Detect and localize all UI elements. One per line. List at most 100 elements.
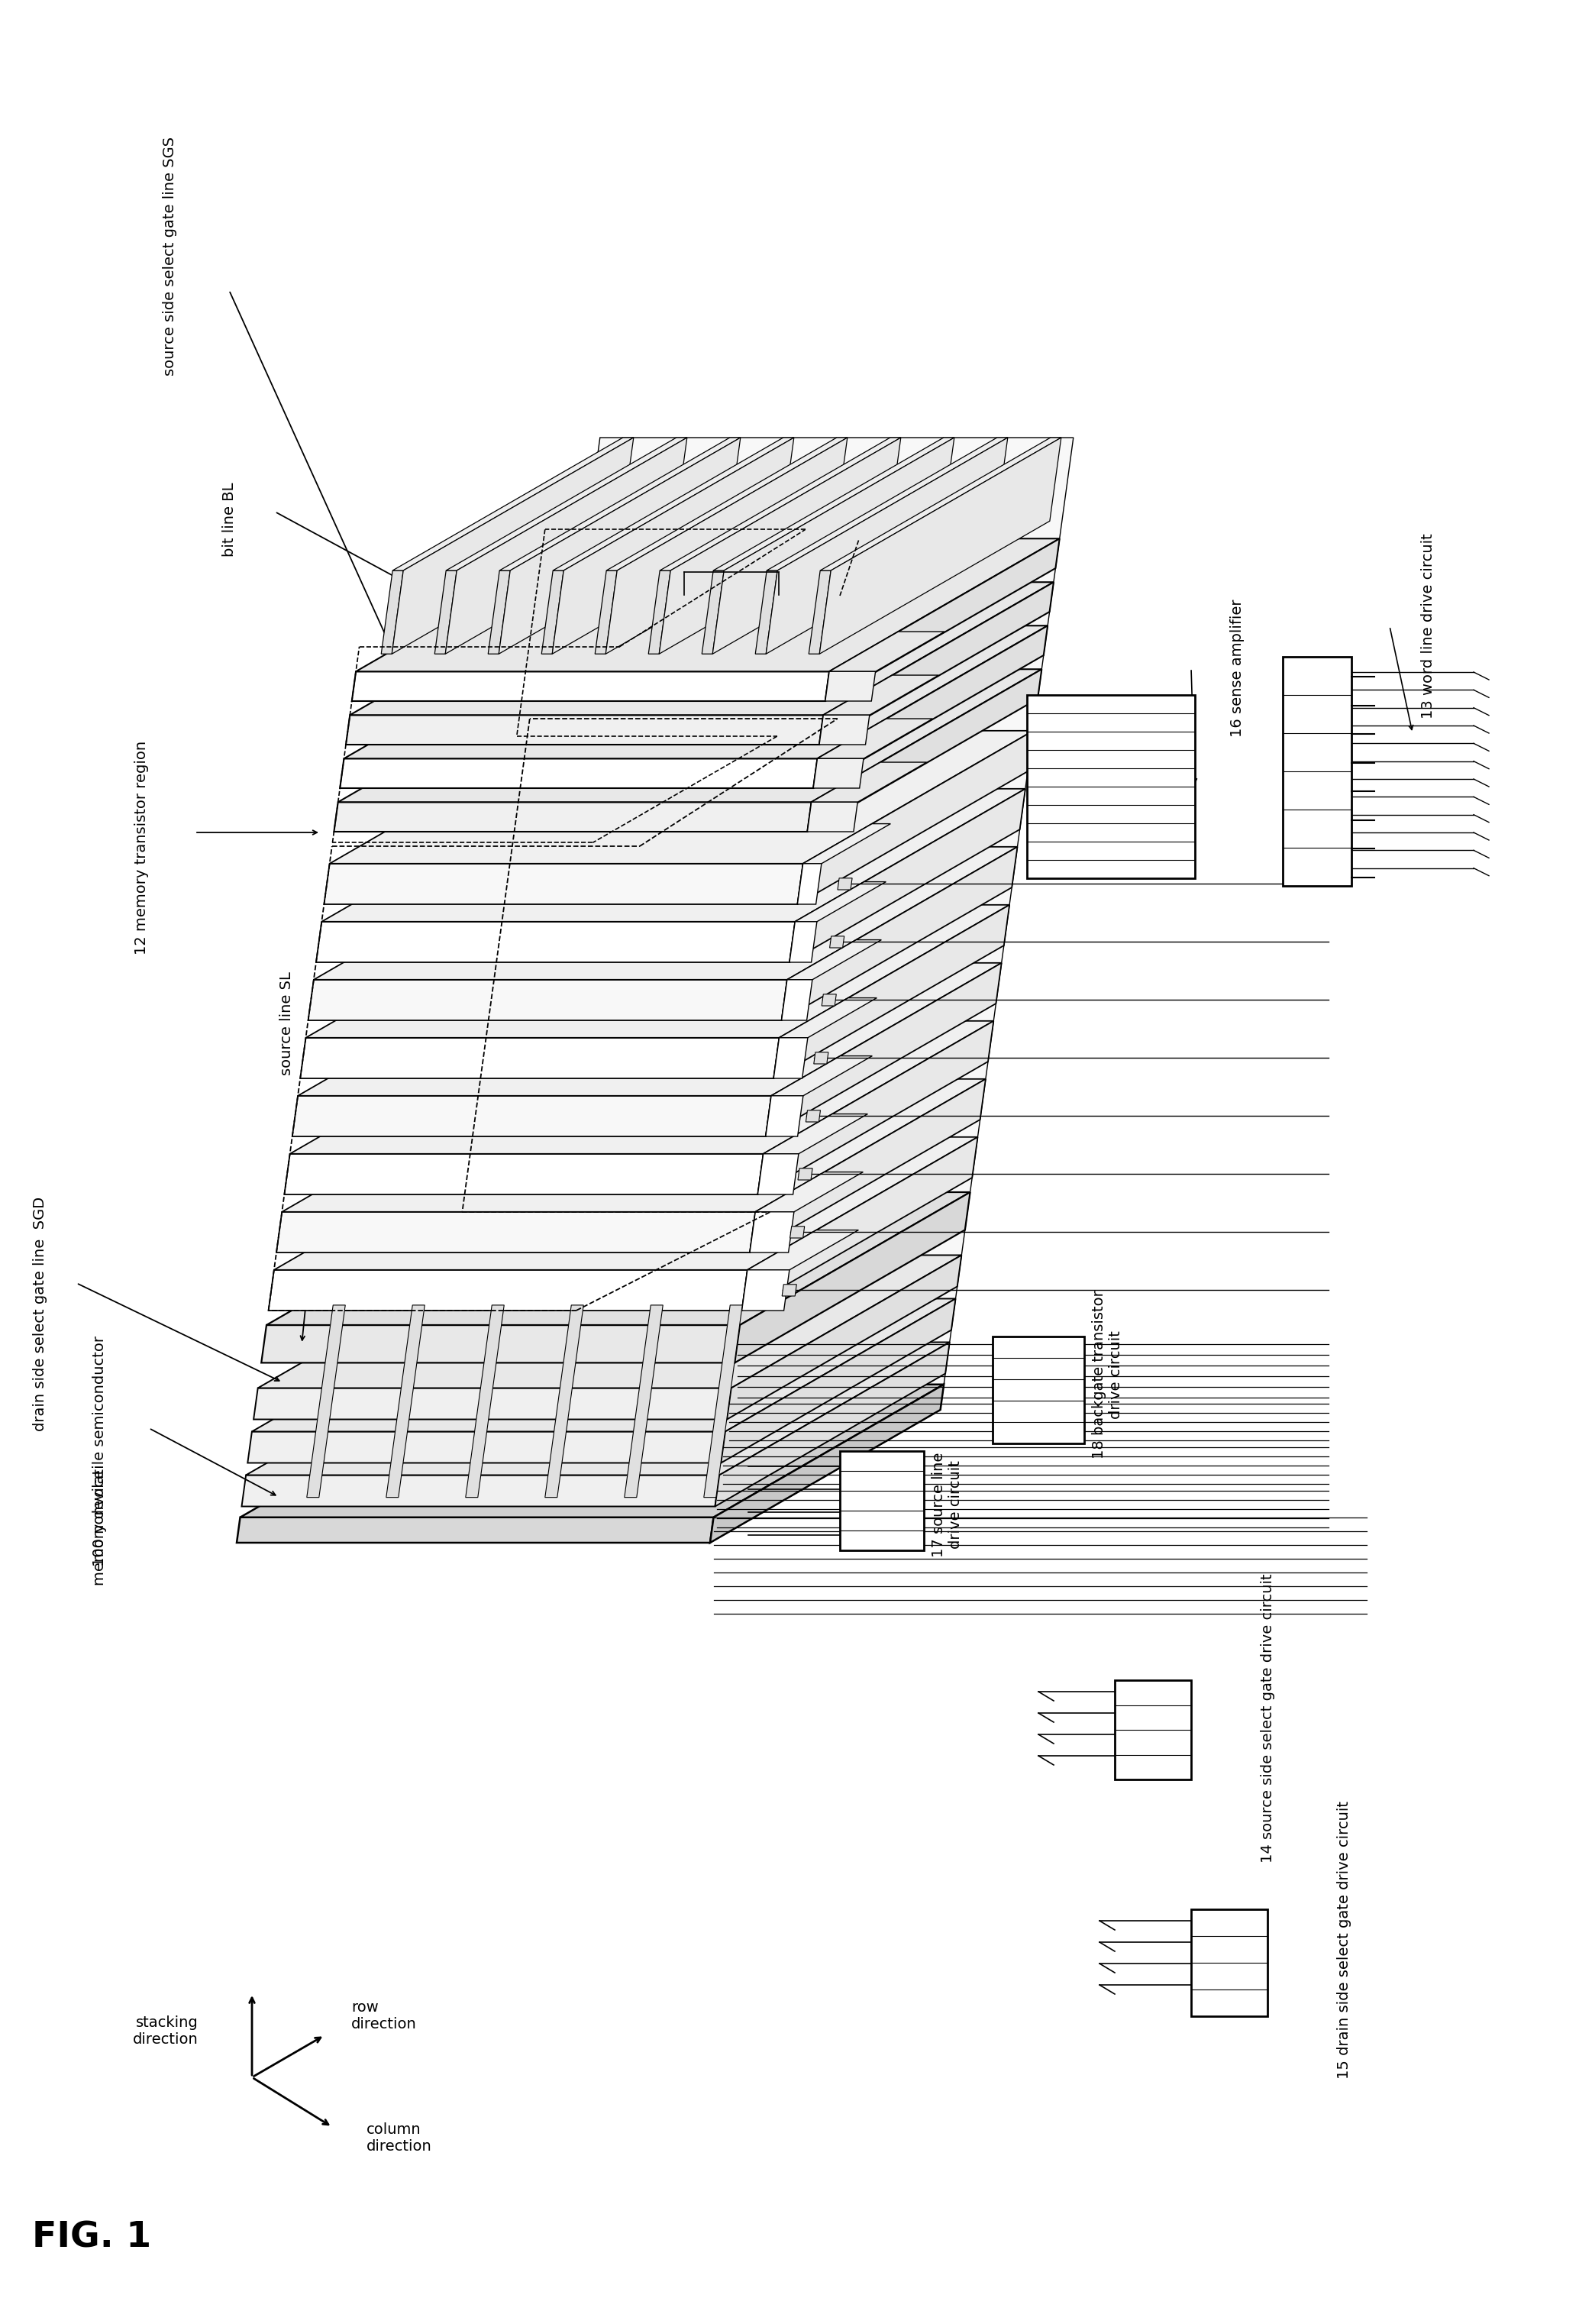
Polygon shape xyxy=(606,437,848,569)
Polygon shape xyxy=(742,1269,790,1311)
Polygon shape xyxy=(261,1325,741,1362)
Polygon shape xyxy=(237,1518,714,1543)
Polygon shape xyxy=(715,1343,949,1506)
Polygon shape xyxy=(807,802,857,832)
Polygon shape xyxy=(292,1097,771,1136)
Polygon shape xyxy=(786,939,881,981)
Polygon shape xyxy=(291,1020,993,1153)
Polygon shape xyxy=(553,437,794,653)
Text: backgate line BG: backgate line BG xyxy=(824,481,952,495)
Polygon shape xyxy=(298,962,1001,1097)
Polygon shape xyxy=(283,1078,985,1211)
Polygon shape xyxy=(755,569,777,653)
Polygon shape xyxy=(300,1039,778,1078)
Polygon shape xyxy=(445,437,687,569)
Polygon shape xyxy=(338,669,1042,802)
Bar xyxy=(1115,1680,1191,1780)
Polygon shape xyxy=(392,437,633,653)
Polygon shape xyxy=(790,788,1025,962)
Polygon shape xyxy=(284,1153,763,1195)
Text: source line SL: source line SL xyxy=(279,971,294,1076)
Polygon shape xyxy=(346,716,823,744)
Polygon shape xyxy=(355,539,1060,672)
Polygon shape xyxy=(790,1227,805,1239)
Polygon shape xyxy=(766,962,1001,1136)
Text: word line: word line xyxy=(753,548,821,562)
Polygon shape xyxy=(782,981,812,1020)
Text: FIG. 1: FIG. 1 xyxy=(32,2219,152,2254)
Polygon shape xyxy=(774,1039,808,1078)
Polygon shape xyxy=(726,1255,962,1420)
Polygon shape xyxy=(712,437,954,653)
Text: column
direction: column direction xyxy=(366,2122,433,2154)
Polygon shape xyxy=(242,1476,720,1506)
Polygon shape xyxy=(314,846,1017,981)
Polygon shape xyxy=(804,823,891,865)
Polygon shape xyxy=(335,802,812,832)
Polygon shape xyxy=(837,878,853,890)
Polygon shape xyxy=(714,437,954,569)
Polygon shape xyxy=(268,1269,747,1311)
Polygon shape xyxy=(381,569,403,653)
Polygon shape xyxy=(351,581,1053,716)
Polygon shape xyxy=(826,539,1060,702)
Bar xyxy=(1191,1910,1268,2017)
Polygon shape xyxy=(750,1211,794,1253)
Polygon shape xyxy=(254,1387,731,1420)
Polygon shape xyxy=(352,672,829,702)
Polygon shape xyxy=(797,865,821,904)
Polygon shape xyxy=(246,1343,949,1476)
Polygon shape xyxy=(542,569,564,653)
Polygon shape xyxy=(805,1111,821,1122)
Text: 100 nonvolatile semiconductor: 100 nonvolatile semiconductor xyxy=(92,1336,106,1566)
Polygon shape xyxy=(499,437,741,569)
Polygon shape xyxy=(240,1385,944,1518)
Polygon shape xyxy=(820,581,1053,744)
Polygon shape xyxy=(767,437,1007,569)
Text: drain side select gate line  SGD: drain side select gate line SGD xyxy=(33,1197,47,1432)
Polygon shape xyxy=(339,758,818,788)
Polygon shape xyxy=(813,1053,829,1064)
Polygon shape xyxy=(624,1306,663,1497)
Polygon shape xyxy=(488,569,510,653)
Text: memory device: memory device xyxy=(92,1469,106,1585)
Polygon shape xyxy=(797,730,1033,904)
Polygon shape xyxy=(797,1169,813,1181)
Polygon shape xyxy=(778,997,876,1039)
Polygon shape xyxy=(812,762,927,802)
Polygon shape xyxy=(758,1020,993,1195)
Polygon shape xyxy=(253,1299,955,1432)
Polygon shape xyxy=(322,788,1025,923)
Text: 18 backgate transistor
drive circuit: 18 backgate transistor drive circuit xyxy=(1091,1290,1123,1459)
Text: 15 drain side select gate drive circuit: 15 drain side select gate drive circuit xyxy=(1336,1801,1352,2080)
Polygon shape xyxy=(782,1285,796,1297)
Polygon shape xyxy=(606,437,848,653)
Polygon shape xyxy=(306,1306,346,1497)
Polygon shape xyxy=(796,881,886,923)
Polygon shape xyxy=(237,1411,941,1543)
Polygon shape xyxy=(807,669,1042,832)
Polygon shape xyxy=(649,569,671,653)
Text: source side select gate line SGS: source side select gate line SGS xyxy=(163,137,177,376)
Polygon shape xyxy=(829,632,944,672)
Polygon shape xyxy=(771,1055,872,1097)
Polygon shape xyxy=(774,904,1009,1078)
Polygon shape xyxy=(276,1211,755,1253)
Polygon shape xyxy=(344,625,1047,758)
Polygon shape xyxy=(808,569,831,653)
Polygon shape xyxy=(499,437,741,653)
Polygon shape xyxy=(818,718,933,758)
Text: WL: WL xyxy=(753,518,775,532)
Polygon shape xyxy=(763,1113,867,1153)
Polygon shape xyxy=(821,995,837,1006)
Polygon shape xyxy=(711,1385,944,1543)
Polygon shape xyxy=(467,437,1074,1411)
Polygon shape xyxy=(393,437,633,569)
Polygon shape xyxy=(755,1171,864,1211)
Polygon shape xyxy=(248,1432,725,1462)
Polygon shape xyxy=(734,1192,970,1362)
Polygon shape xyxy=(813,758,864,788)
Polygon shape xyxy=(660,437,902,569)
Text: stacking
direction: stacking direction xyxy=(133,2015,199,2047)
Polygon shape xyxy=(758,1153,799,1195)
